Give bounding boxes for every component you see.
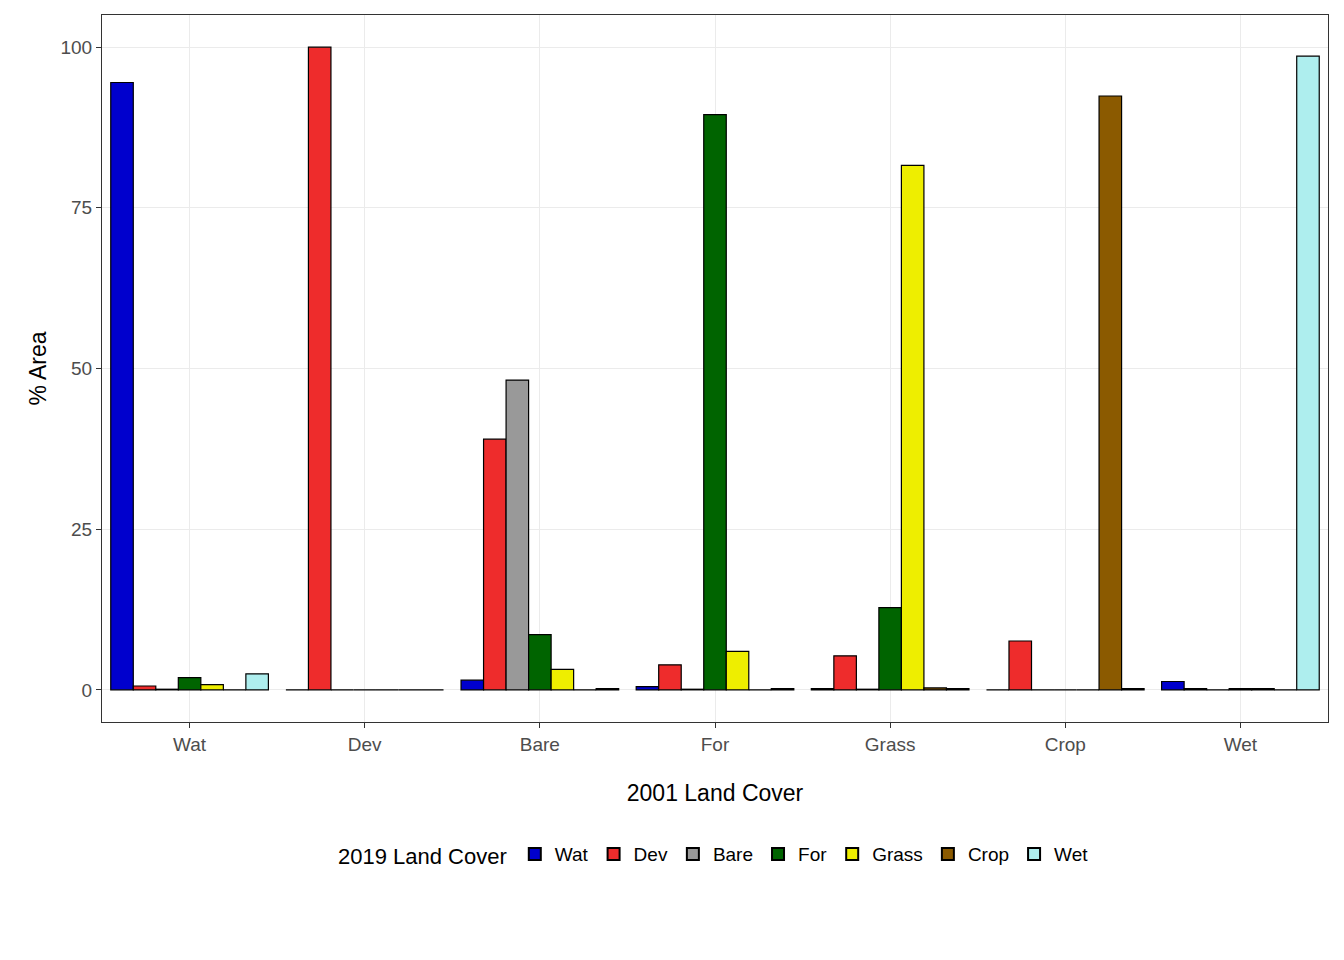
svg-text:Grass: Grass: [872, 844, 923, 865]
svg-text:For: For: [798, 844, 827, 865]
svg-text:Grass: Grass: [865, 734, 916, 755]
svg-text:2001 Land Cover: 2001 Land Cover: [627, 780, 804, 806]
svg-text:0: 0: [82, 680, 93, 701]
svg-text:Wat: Wat: [555, 844, 589, 865]
svg-text:25: 25: [71, 519, 92, 540]
svg-text:2019 Land Cover: 2019 Land Cover: [338, 844, 507, 869]
svg-text:Dev: Dev: [634, 844, 668, 865]
svg-text:50: 50: [71, 358, 92, 379]
svg-text:Wet: Wet: [1224, 734, 1258, 755]
svg-text:75: 75: [71, 197, 92, 218]
svg-text:Dev: Dev: [348, 734, 382, 755]
svg-text:Wat: Wat: [173, 734, 207, 755]
svg-text:For: For: [701, 734, 730, 755]
svg-text:% Area: % Area: [25, 331, 51, 405]
svg-text:Bare: Bare: [520, 734, 560, 755]
svg-text:Bare: Bare: [713, 844, 753, 865]
svg-text:Crop: Crop: [1045, 734, 1086, 755]
svg-text:Wet: Wet: [1054, 844, 1088, 865]
svg-text:Crop: Crop: [968, 844, 1009, 865]
svg-text:100: 100: [60, 37, 92, 58]
